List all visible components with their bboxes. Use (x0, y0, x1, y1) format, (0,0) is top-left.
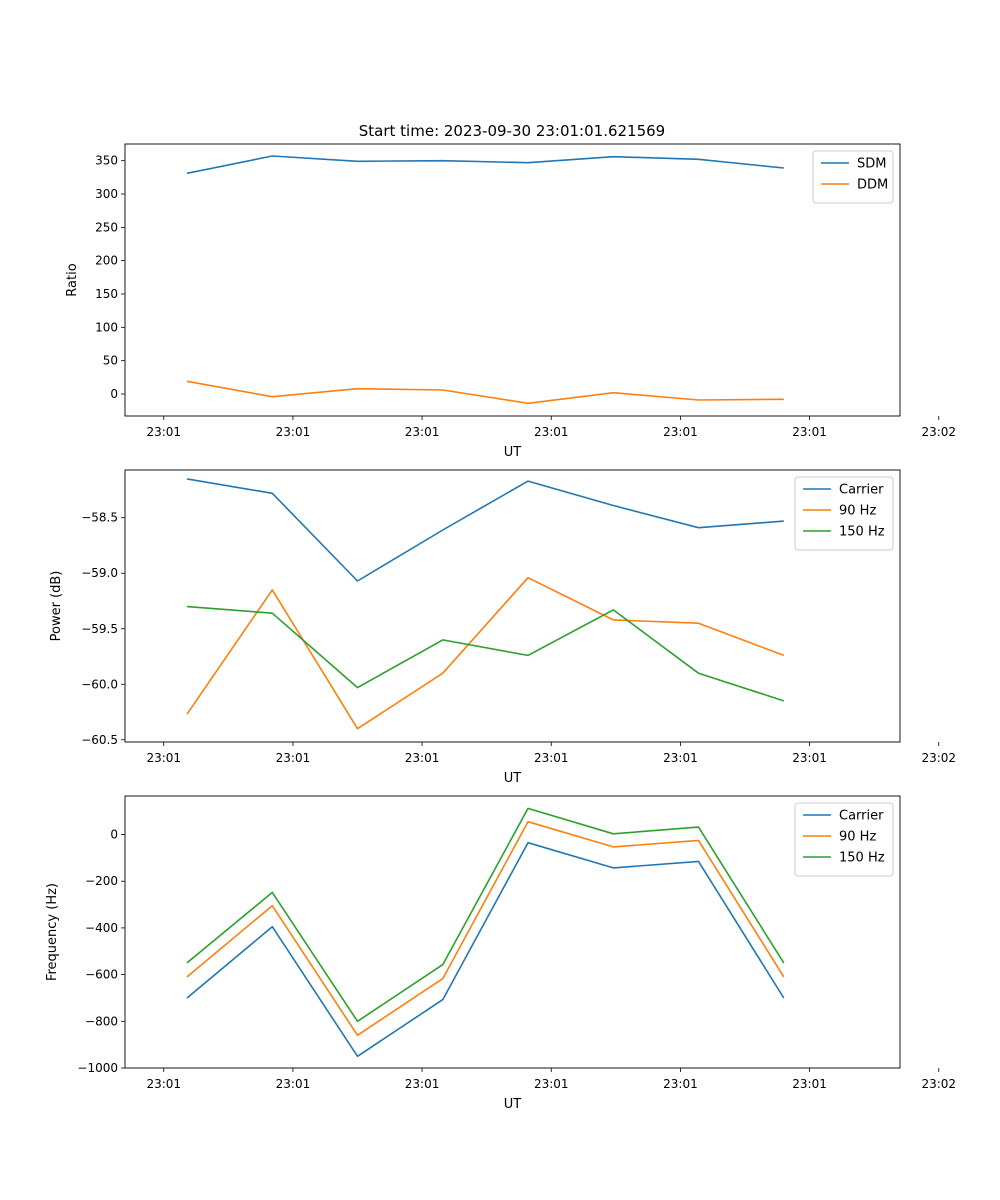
x-tick-label: 23:01 (405, 425, 440, 439)
x-tick-label: 23:01 (663, 751, 698, 765)
x-tick-label: 23:01 (276, 1077, 311, 1091)
legend: Carrier 90 Hz 150 Hz (794, 802, 894, 877)
y-tick-label: −59.5 (81, 622, 118, 636)
x-tick-label: 23:01 (146, 751, 181, 765)
x-tick-label: 23:01 (534, 1077, 569, 1091)
series-line-90-hz (186, 576, 785, 730)
y-tick-label: −59.0 (81, 566, 118, 580)
legend-label: Carrier (839, 483, 884, 498)
legend-label: 150 Hz (839, 525, 885, 540)
y-tick-label: 250 (95, 220, 118, 234)
y-tick-label: 200 (95, 254, 118, 268)
x-tick-label: 23:02 (921, 425, 956, 439)
series-line-150-hz (186, 605, 785, 702)
legend-label: 90 Hz (839, 830, 876, 845)
y-tick-label: 0 (110, 387, 118, 401)
x-tick-label: 23:01 (146, 425, 181, 439)
x-tick-label: 23:02 (921, 751, 956, 765)
y-tick-label: 300 (95, 187, 118, 201)
x-tick-label: 23:01 (276, 751, 311, 765)
y-tick-label: 150 (95, 287, 118, 301)
y-tick-label: −1000 (77, 1061, 118, 1075)
series-line-90-hz (186, 820, 785, 1037)
x-axis-label: UT (504, 1097, 522, 1112)
series-line-carrier (186, 478, 784, 582)
chart-ratio: 23:01 23:01 23:01 23:01 23:01 23:01 23:02 0 50 10… (65, 143, 956, 460)
y-tick-label: −60.0 (81, 677, 118, 691)
axes-frame (124, 795, 901, 1069)
x-tick-label: 23:01 (792, 751, 827, 765)
y-tick-label: 0 (110, 828, 118, 842)
y-tick-label: −58.5 (81, 511, 118, 525)
x-tick-label: 23:01 (663, 425, 698, 439)
y-tick-label: 350 (95, 154, 118, 168)
legend-label: Carrier (839, 809, 884, 824)
chart-frequency: 23:01 23:01 23:01 23:01 23:01 23:01 23:02 −1000… (45, 795, 956, 1112)
y-tick-label: −800 (85, 1014, 118, 1028)
chart-power: 23:01 23:01 23:01 23:01 23:01 23:01 23:02 −60.5… (49, 469, 956, 786)
x-tick-label: 23:01 (663, 1077, 698, 1091)
x-tick-label: 23:01 (792, 1077, 827, 1091)
series-line-carrier (186, 841, 785, 1058)
x-tick-label: 23:01 (276, 425, 311, 439)
figure-title: Start time: 2023-09-30 23:01:01.621569 (359, 122, 665, 140)
x-axis-label: UT (504, 771, 522, 786)
y-axis-label: Power (dB) (49, 571, 64, 642)
x-tick-label: 23:01 (534, 751, 569, 765)
x-axis-label: UT (504, 445, 522, 460)
y-tick-label: −200 (85, 874, 118, 888)
x-tick-label: 23:01 (534, 425, 569, 439)
legend-label: 90 Hz (839, 504, 876, 519)
x-tick-label: 23:01 (146, 1077, 181, 1091)
legend-label: 150 Hz (839, 851, 885, 866)
legend: Carrier 90 Hz 150 Hz (794, 476, 894, 551)
x-tick-label: 23:01 (405, 1077, 440, 1091)
y-tick-label: −400 (85, 921, 118, 935)
x-tick-label: 23:02 (921, 1077, 956, 1091)
x-tick-label: 23:01 (405, 751, 440, 765)
y-tick-label: −600 (85, 968, 118, 982)
series-line-sdm (186, 155, 784, 175)
y-tick-label: −60.5 (81, 733, 118, 747)
legend-box (812, 150, 894, 204)
x-tick-label: 23:01 (792, 425, 827, 439)
legend-label: DDM (857, 178, 888, 193)
legend: SDM DDM (812, 150, 894, 204)
axes-frame (124, 143, 901, 417)
series-line-150-hz (186, 807, 785, 1023)
series-line-ddm (186, 380, 784, 405)
y-axis-label: Frequency (Hz) (45, 883, 60, 981)
axes-frame (124, 469, 901, 743)
legend-label: SDM (857, 157, 886, 172)
y-tick-label: 50 (103, 354, 118, 368)
y-axis-label: Ratio (65, 263, 80, 296)
y-tick-label: 100 (95, 320, 118, 334)
